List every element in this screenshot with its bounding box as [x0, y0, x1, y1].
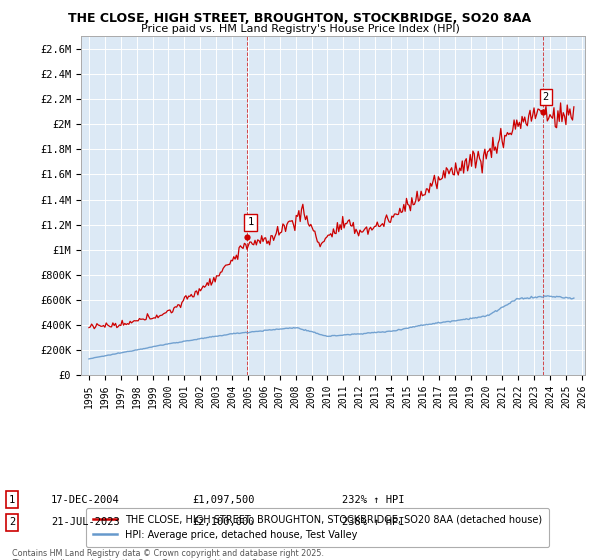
Text: 232% ↑ HPI: 232% ↑ HPI — [342, 494, 404, 505]
Text: Price paid vs. HM Land Registry's House Price Index (HPI): Price paid vs. HM Land Registry's House … — [140, 24, 460, 34]
Legend: THE CLOSE, HIGH STREET, BROUGHTON, STOCKBRIDGE, SO20 8AA (detached house), HPI: : THE CLOSE, HIGH STREET, BROUGHTON, STOCK… — [86, 508, 548, 547]
Text: THE CLOSE, HIGH STREET, BROUGHTON, STOCKBRIDGE, SO20 8AA: THE CLOSE, HIGH STREET, BROUGHTON, STOCK… — [68, 12, 532, 25]
Text: 21-JUL-2023: 21-JUL-2023 — [51, 517, 120, 528]
Text: 2: 2 — [543, 92, 549, 102]
Text: £2,100,000: £2,100,000 — [192, 517, 254, 528]
Text: 17-DEC-2004: 17-DEC-2004 — [51, 494, 120, 505]
Text: 2: 2 — [9, 517, 15, 528]
Text: £1,097,500: £1,097,500 — [192, 494, 254, 505]
Text: 1: 1 — [247, 217, 254, 227]
Text: 238% ↑ HPI: 238% ↑ HPI — [342, 517, 404, 528]
Text: Contains HM Land Registry data © Crown copyright and database right 2025.
This d: Contains HM Land Registry data © Crown c… — [12, 549, 324, 560]
Text: 1: 1 — [9, 494, 15, 505]
